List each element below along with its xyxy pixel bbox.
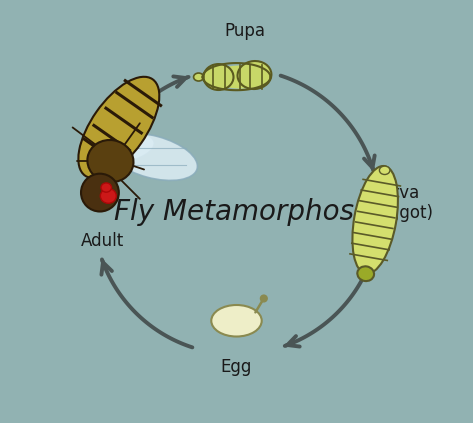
Ellipse shape xyxy=(212,66,269,88)
Ellipse shape xyxy=(88,140,133,182)
Text: Egg: Egg xyxy=(221,358,252,376)
Text: Larva
(Maggot): Larva (Maggot) xyxy=(359,184,434,222)
Ellipse shape xyxy=(101,183,112,192)
Ellipse shape xyxy=(84,133,154,164)
Ellipse shape xyxy=(379,166,390,175)
Ellipse shape xyxy=(100,189,116,203)
Ellipse shape xyxy=(352,166,398,274)
Circle shape xyxy=(81,174,119,212)
Ellipse shape xyxy=(211,305,262,337)
Circle shape xyxy=(261,295,267,302)
Ellipse shape xyxy=(203,64,234,90)
Text: Adult: Adult xyxy=(80,232,123,250)
Ellipse shape xyxy=(79,77,159,178)
Ellipse shape xyxy=(193,73,203,81)
Text: Fly Metamorphosis: Fly Metamorphosis xyxy=(114,198,376,225)
Ellipse shape xyxy=(107,133,197,181)
Ellipse shape xyxy=(237,61,272,89)
Text: Pupa: Pupa xyxy=(224,22,265,40)
Ellipse shape xyxy=(357,266,374,281)
